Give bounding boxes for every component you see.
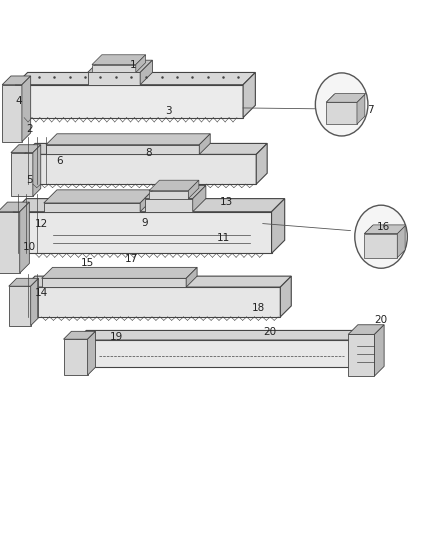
Polygon shape — [364, 233, 397, 258]
Polygon shape — [44, 190, 153, 203]
Polygon shape — [24, 143, 267, 155]
Polygon shape — [326, 102, 357, 124]
Text: 1: 1 — [130, 60, 137, 70]
Text: 18: 18 — [252, 303, 265, 313]
Polygon shape — [31, 278, 39, 326]
Polygon shape — [11, 152, 33, 197]
Polygon shape — [348, 334, 374, 376]
Text: 2: 2 — [26, 124, 33, 134]
Text: 7: 7 — [367, 104, 374, 115]
Polygon shape — [243, 72, 255, 118]
Text: 13: 13 — [220, 197, 233, 207]
Polygon shape — [140, 60, 152, 85]
Polygon shape — [199, 134, 210, 155]
Text: 9: 9 — [141, 217, 148, 228]
Polygon shape — [186, 268, 197, 287]
Polygon shape — [24, 155, 256, 184]
Polygon shape — [92, 64, 136, 72]
Text: 17: 17 — [125, 254, 138, 264]
Polygon shape — [348, 325, 384, 334]
Polygon shape — [364, 225, 406, 233]
Polygon shape — [326, 93, 366, 102]
Polygon shape — [15, 72, 255, 85]
Polygon shape — [46, 134, 210, 145]
Polygon shape — [357, 330, 367, 367]
Polygon shape — [42, 278, 186, 287]
Polygon shape — [145, 185, 206, 199]
Polygon shape — [397, 226, 405, 258]
Polygon shape — [42, 268, 197, 278]
Polygon shape — [256, 143, 267, 184]
Polygon shape — [33, 145, 41, 197]
Text: 4: 4 — [15, 96, 22, 106]
Polygon shape — [15, 85, 243, 118]
Polygon shape — [357, 94, 365, 124]
Polygon shape — [64, 339, 88, 375]
Polygon shape — [64, 332, 95, 339]
Text: 5: 5 — [26, 175, 33, 185]
Polygon shape — [9, 278, 39, 286]
Text: 8: 8 — [145, 149, 152, 158]
Polygon shape — [140, 190, 153, 212]
Polygon shape — [326, 94, 365, 102]
Polygon shape — [77, 340, 357, 367]
Text: 20: 20 — [374, 315, 388, 325]
Text: 16: 16 — [377, 222, 390, 232]
Polygon shape — [0, 202, 29, 212]
Polygon shape — [88, 72, 140, 85]
Ellipse shape — [315, 73, 368, 136]
Text: 15: 15 — [81, 258, 94, 268]
Polygon shape — [24, 287, 280, 317]
Polygon shape — [280, 276, 291, 317]
Text: 3: 3 — [165, 106, 172, 116]
Ellipse shape — [355, 205, 407, 268]
Polygon shape — [88, 60, 152, 72]
Text: 6: 6 — [56, 156, 63, 166]
Text: 14: 14 — [35, 288, 48, 298]
Polygon shape — [145, 199, 193, 212]
Polygon shape — [2, 76, 31, 85]
Text: 12: 12 — [35, 220, 48, 229]
Polygon shape — [92, 55, 145, 64]
Polygon shape — [20, 202, 29, 273]
Text: 10: 10 — [23, 242, 36, 252]
Polygon shape — [11, 145, 41, 152]
Text: 19: 19 — [110, 333, 123, 343]
Polygon shape — [374, 325, 384, 376]
Polygon shape — [77, 330, 367, 340]
Polygon shape — [46, 145, 199, 155]
Text: 20: 20 — [263, 327, 276, 337]
Polygon shape — [149, 180, 199, 191]
Polygon shape — [24, 276, 291, 287]
Polygon shape — [188, 180, 199, 199]
Polygon shape — [22, 76, 31, 142]
Polygon shape — [272, 199, 285, 253]
Polygon shape — [149, 191, 188, 199]
Polygon shape — [13, 212, 272, 253]
Text: 11: 11 — [217, 233, 230, 243]
Polygon shape — [136, 55, 145, 72]
Polygon shape — [0, 212, 20, 273]
Polygon shape — [364, 226, 405, 233]
Polygon shape — [9, 286, 31, 326]
Polygon shape — [44, 203, 140, 212]
Polygon shape — [193, 185, 206, 212]
Polygon shape — [13, 199, 285, 212]
Polygon shape — [2, 85, 22, 142]
Polygon shape — [88, 332, 95, 375]
